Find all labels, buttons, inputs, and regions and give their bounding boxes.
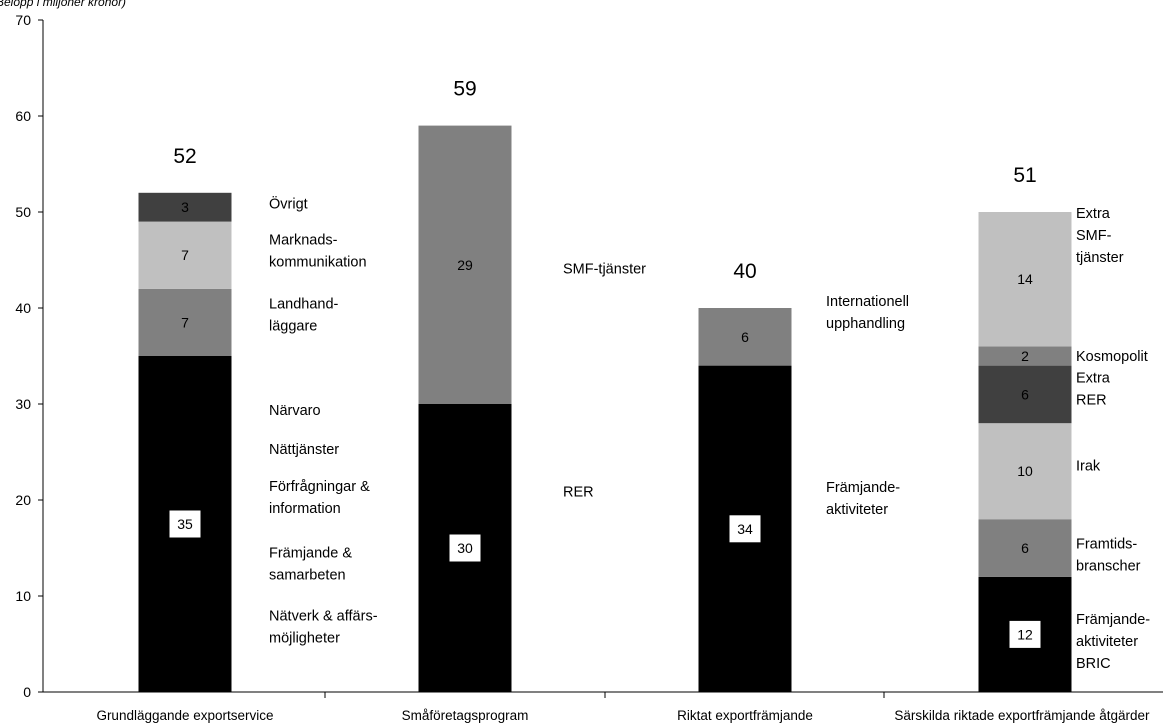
- x-category-label: Grundläggande exportservice: [96, 708, 273, 723]
- bar-segment: [418, 125, 512, 404]
- y-tick-label: 60: [15, 108, 31, 124]
- segment-annotation-line: Irak: [1076, 458, 1101, 474]
- segment-annotation-line: upphandling: [826, 316, 905, 332]
- segment-value-label: 7: [181, 247, 189, 263]
- bar-segment: [978, 423, 1072, 520]
- bar-segment: [978, 365, 1072, 424]
- segment-value-label: 6: [741, 329, 749, 345]
- bar-segment: [978, 212, 1072, 347]
- segment-annotation: Extra RER: [1076, 371, 1111, 409]
- segment-annotation-line: samarbeten: [269, 567, 346, 583]
- bar-total-label: 40: [733, 260, 756, 283]
- segment-annotation-line: Framtids-: [1076, 537, 1137, 553]
- segment-annotation-line: Övrigt: [269, 194, 308, 212]
- y-tick-label: 20: [15, 492, 31, 508]
- segment-annotation-line: information: [269, 501, 341, 517]
- y-tick-label: 70: [15, 12, 31, 28]
- segment-value-label: 14: [1017, 271, 1033, 287]
- y-tick-label: 40: [15, 300, 31, 316]
- segment-annotation-line: Internationell: [826, 294, 909, 310]
- segment-annotation: Marknads-kommunikation: [269, 232, 367, 270]
- y-tick-label: 10: [15, 588, 31, 604]
- segment-annotation-line: Främjande &: [269, 545, 352, 561]
- segment-annotation-line: branscher: [1076, 559, 1141, 575]
- segment-annotation: Nätverk & affärs-möjligheter: [269, 609, 378, 647]
- y-tick-label: 30: [15, 396, 31, 412]
- segment-annotation-line: Främjande-: [826, 480, 900, 496]
- segment-annotation-line: SMF-tjänster: [563, 262, 646, 278]
- bar-segment: [138, 192, 232, 222]
- segment-annotation-line: Landhand-: [269, 297, 339, 313]
- segment-value-box: [448, 533, 482, 563]
- segment-value-label: 29: [457, 257, 473, 273]
- segment-annotation-line: Kosmopolit: [1076, 349, 1148, 365]
- segment-annotation: SMF-tjänster: [563, 262, 646, 278]
- y-axis-unit-label: Belopp i miljoner kronor): [0, 0, 126, 9]
- segment-value-box: [168, 509, 202, 539]
- segment-value-label: 6: [1021, 540, 1029, 556]
- segment-value-box: [728, 514, 762, 544]
- x-category-label: Särskilda riktade exportfrämjande åtgärd…: [894, 708, 1150, 723]
- segment-value-label: 7: [181, 314, 189, 330]
- segment-annotation-line: Förfrågningar &: [269, 479, 370, 495]
- segment-annotation-line: RER: [563, 484, 594, 500]
- segment-annotation: Främjande & samarbeten: [269, 545, 352, 583]
- segment-annotation-line: möjligheter: [269, 631, 340, 647]
- bar-segment: [978, 346, 1072, 366]
- bar-total-label: 51: [1013, 164, 1036, 187]
- segment-annotation-line: aktiviteter: [826, 502, 888, 518]
- bar-segment: [978, 519, 1072, 577]
- segment-annotation-line: Extra: [1076, 206, 1111, 222]
- segment-value-label: 3: [181, 199, 189, 215]
- segment-value-box: [1008, 619, 1042, 649]
- segment-annotation: Internationell upphandling: [826, 294, 909, 332]
- segment-annotation: Nättjänster: [269, 442, 339, 458]
- segment-annotation-line: aktiviteter: [1076, 634, 1138, 650]
- bar-total-label: 52: [173, 145, 196, 168]
- segment-value-label: 10: [1017, 463, 1033, 479]
- bar-segment: [698, 308, 792, 366]
- bar-total-label: 59: [453, 78, 476, 101]
- y-tick-label: 0: [23, 684, 31, 700]
- segment-value-label: 6: [1021, 386, 1029, 402]
- y-tick-label: 50: [15, 204, 31, 220]
- segment-annotation-line: SMF-: [1076, 228, 1112, 244]
- segment-annotation-line: Främjande-: [1076, 612, 1150, 628]
- bar-segment: [138, 221, 232, 289]
- segment-value-label: 12: [1017, 626, 1033, 642]
- segment-annotation: Framtids-branscher: [1076, 537, 1141, 575]
- segment-annotation-line: Marknads-: [269, 232, 338, 248]
- segment-value-label: 30: [457, 540, 473, 556]
- x-category-label: Riktat exportfrämjande: [677, 708, 813, 723]
- segment-annotation-line: tjänster: [1076, 250, 1124, 266]
- segment-annotation: Extra SMF-tjänster: [1076, 206, 1124, 266]
- segment-annotation: Övrigt: [269, 194, 308, 212]
- segment-annotation: Främjande-aktiviteter: [826, 480, 900, 518]
- segment-value-label: 35: [177, 516, 193, 532]
- x-category-label: Småföretagsprogram: [402, 708, 529, 723]
- segment-annotation: Landhand-läggare: [269, 297, 339, 335]
- segment-annotation-line: Nätverk & affärs-: [269, 609, 378, 625]
- segment-annotation: Främjande-aktiviteter BRIC: [1076, 612, 1150, 672]
- segment-annotation-line: läggare: [269, 319, 317, 335]
- segment-annotation-line: BRIC: [1076, 656, 1111, 672]
- segment-annotation: RER: [563, 484, 594, 500]
- segment-value-label: 2: [1021, 348, 1029, 364]
- segment-annotation-line: kommunikation: [269, 254, 367, 270]
- segment-annotation: Förfrågningar & information: [269, 479, 370, 517]
- segment-annotation: Närvaro: [269, 403, 321, 419]
- segment-value-label: 34: [737, 521, 753, 537]
- segment-annotation: Irak: [1076, 458, 1101, 474]
- segment-annotation-line: RER: [1076, 393, 1107, 409]
- segment-annotation-line: Extra: [1076, 371, 1111, 387]
- segment-annotation: Kosmopolit: [1076, 349, 1148, 365]
- bar-segment: [138, 288, 232, 356]
- segment-annotation-line: Nättjänster: [269, 442, 339, 458]
- segment-annotation-line: Närvaro: [269, 403, 321, 419]
